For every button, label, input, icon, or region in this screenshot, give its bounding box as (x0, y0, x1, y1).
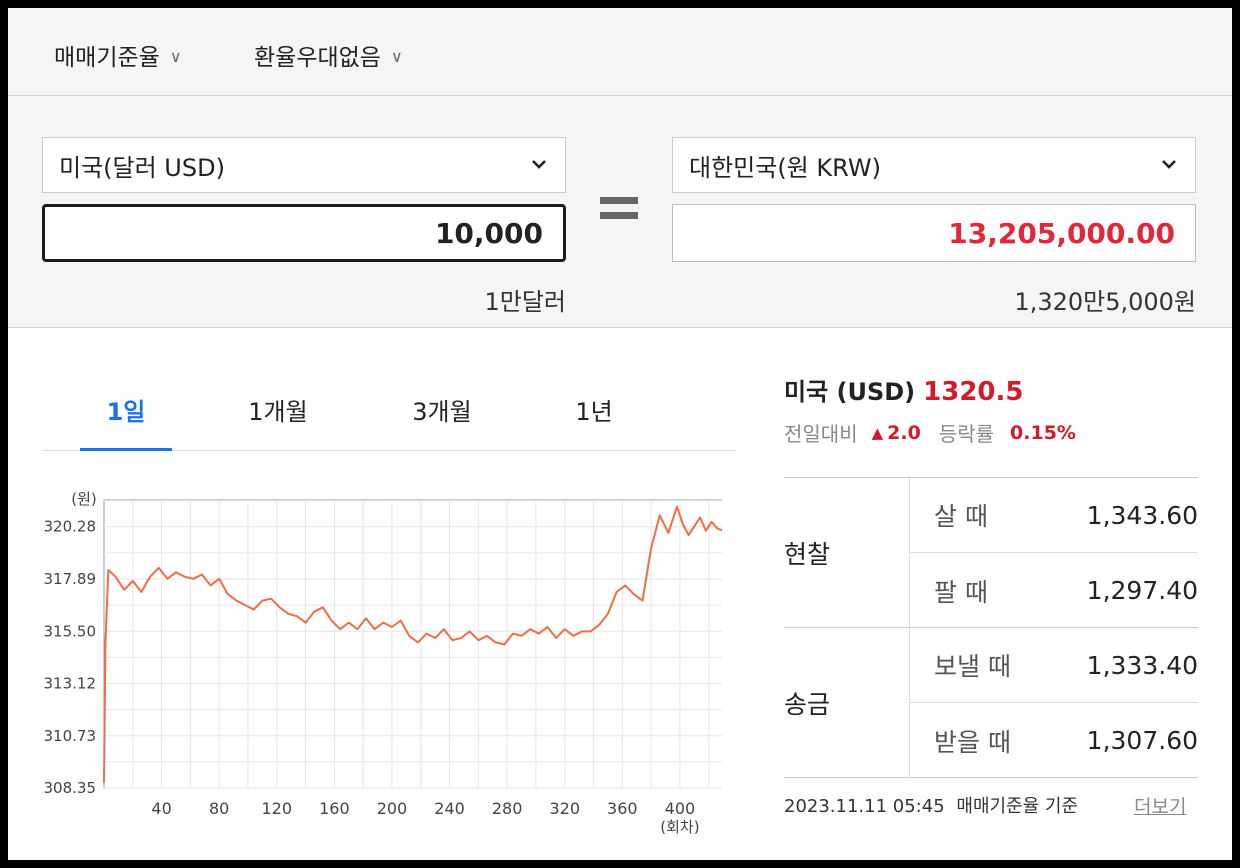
active-tab-indicator (80, 448, 172, 451)
to-amount-korean: 1,320만5,000원 (1014, 288, 1196, 316)
remit-receive-label: 받을 때 (934, 727, 1011, 757)
chart-x-axis-label: (회차) (660, 818, 699, 836)
cash-buy-value: 1,343.60 (1086, 500, 1198, 530)
preference-label: 환율우대없음 (254, 45, 381, 71)
chart-y-tick-label: 1320.28 (42, 518, 96, 536)
change-value: 2.0 (887, 421, 921, 444)
chart-plot-area (103, 499, 722, 789)
change-label: 전일대비 (784, 422, 858, 446)
cash-buy-label: 살 때 (934, 502, 988, 531)
chart-y-tick-label: 1310.73 (42, 727, 96, 745)
tab-3-months[interactable]: 3개월 (412, 398, 472, 426)
rate-change-row: 전일대비 ▲ 2.0 등락률 0.15% (784, 418, 1076, 447)
cash-sell-label: 팔 때 (934, 577, 988, 607)
to-amount-value: 13,205,000.00 (948, 216, 1175, 250)
from-amount-korean: 1만달러 (484, 288, 566, 316)
from-currency-label: 미국(달러 USD) (59, 153, 225, 182)
cash-label: 현찰 (784, 478, 910, 628)
cash-buy-row: 살 때 1,343.60 (910, 478, 1198, 553)
up-triangle-icon: ▲ (871, 423, 884, 442)
chart-x-tick-label: 160 (319, 799, 350, 818)
chart-x-tick-label: 320 (549, 799, 580, 818)
current-rate: 1320.5 (923, 377, 1024, 407)
change-ratio-label: 등락률 (938, 422, 995, 446)
chart-y-axis-label: (원) (71, 490, 97, 508)
currency-rate-title: 미국 (USD) 1320.5 (784, 372, 1024, 407)
change-ratio: 0.15% (1010, 421, 1076, 444)
tab-1-month[interactable]: 1개월 (248, 398, 308, 426)
rate-type-selector[interactable]: 매매기준율 ∨ (54, 38, 182, 72)
timestamp: 2023.11.11 05:45 (784, 796, 945, 817)
chevron-down-icon: ∨ (390, 46, 403, 66)
rate-table: 현찰 살 때 1,343.60 팔 때 1,297.40 송금 보낼 때 1,3… (784, 477, 1198, 778)
dropdown-arrow-icon (1162, 160, 1176, 169)
from-amount-value: 10,000 (434, 216, 543, 250)
exchange-rate-chart: 1320.28 1317.89 1315.50 1313.12 1310.73 1308.… (42, 490, 722, 836)
dropdown-arrow-icon (532, 160, 546, 169)
chart-y-tick-label: 1315.50 (42, 622, 96, 640)
chart-x-tick-label: 280 (492, 799, 523, 818)
from-currency-select[interactable]: 미국(달러 USD) (42, 137, 566, 193)
tab-divider (42, 450, 736, 451)
currency-name: 미국 (USD) (784, 378, 916, 406)
tab-1-year[interactable]: 1년 (575, 398, 613, 426)
cash-rates: 현찰 살 때 1,343.60 팔 때 1,297.40 (784, 477, 1198, 628)
to-currency-select[interactable]: 대한민국(원 KRW) (672, 137, 1196, 193)
rate-timestamp: 2023.11.11 05:45 매매기준율 기준 (784, 792, 1078, 818)
chart-x-tick-label: 360 (607, 799, 638, 818)
chart-x-tick-label: 80 (209, 799, 229, 818)
chart-y-tick-label: 1313.12 (42, 675, 96, 693)
cash-sell-row: 팔 때 1,297.40 (910, 553, 1198, 628)
from-amount-input[interactable]: 10,000 (42, 204, 566, 262)
remit-receive-row: 받을 때 1,307.60 (910, 703, 1198, 778)
chart-y-tick-label: 1317.89 (42, 570, 96, 588)
chart-series-line (103, 505, 722, 783)
remit-receive-value: 1,307.60 (1086, 726, 1198, 755)
to-currency-label: 대한민국(원 KRW) (689, 153, 881, 182)
preference-selector[interactable]: 환율우대없음 ∨ (254, 38, 403, 72)
chevron-down-icon: ∨ (169, 46, 182, 66)
chart-x-tick-label: 120 (262, 799, 293, 818)
chart-y-tick-label: 1308.35 (42, 779, 96, 797)
equals-icon (600, 197, 638, 227)
remit-send-row: 보낼 때 1,333.40 (910, 628, 1198, 703)
options-bar: 매매기준율 ∨ 환율우대없음 ∨ (8, 8, 1232, 96)
remit-label: 송금 (784, 628, 910, 778)
tab-1-day[interactable]: 1일 (106, 398, 146, 426)
to-amount-output[interactable]: 13,205,000.00 (672, 204, 1196, 262)
chart-x-tick-label: 240 (434, 799, 465, 818)
remit-rates: 송금 보낼 때 1,333.40 받을 때 1,307.60 (784, 627, 1198, 778)
rate-type-label: 매매기준율 (54, 45, 160, 71)
cash-sell-value: 1,297.40 (1086, 576, 1198, 605)
period-tabs: 1일 1개월 3개월 1년 (8, 328, 748, 458)
table-bottom-border (784, 777, 1198, 778)
chart-x-tick-label: 400 (665, 799, 696, 818)
converter-panel: 미국(달러 USD) 10,000 1만달러 대한민국(원 KRW) 13,20… (8, 96, 1232, 328)
more-link[interactable]: 더보기 (1134, 796, 1187, 818)
chart-x-tick-label: 40 (151, 799, 171, 818)
rate-basis: 매매기준율 기준 (956, 796, 1079, 817)
remit-send-label: 보낼 때 (934, 652, 1011, 681)
chart-x-tick-label: 200 (377, 799, 408, 818)
remit-send-value: 1,333.40 (1086, 650, 1198, 680)
